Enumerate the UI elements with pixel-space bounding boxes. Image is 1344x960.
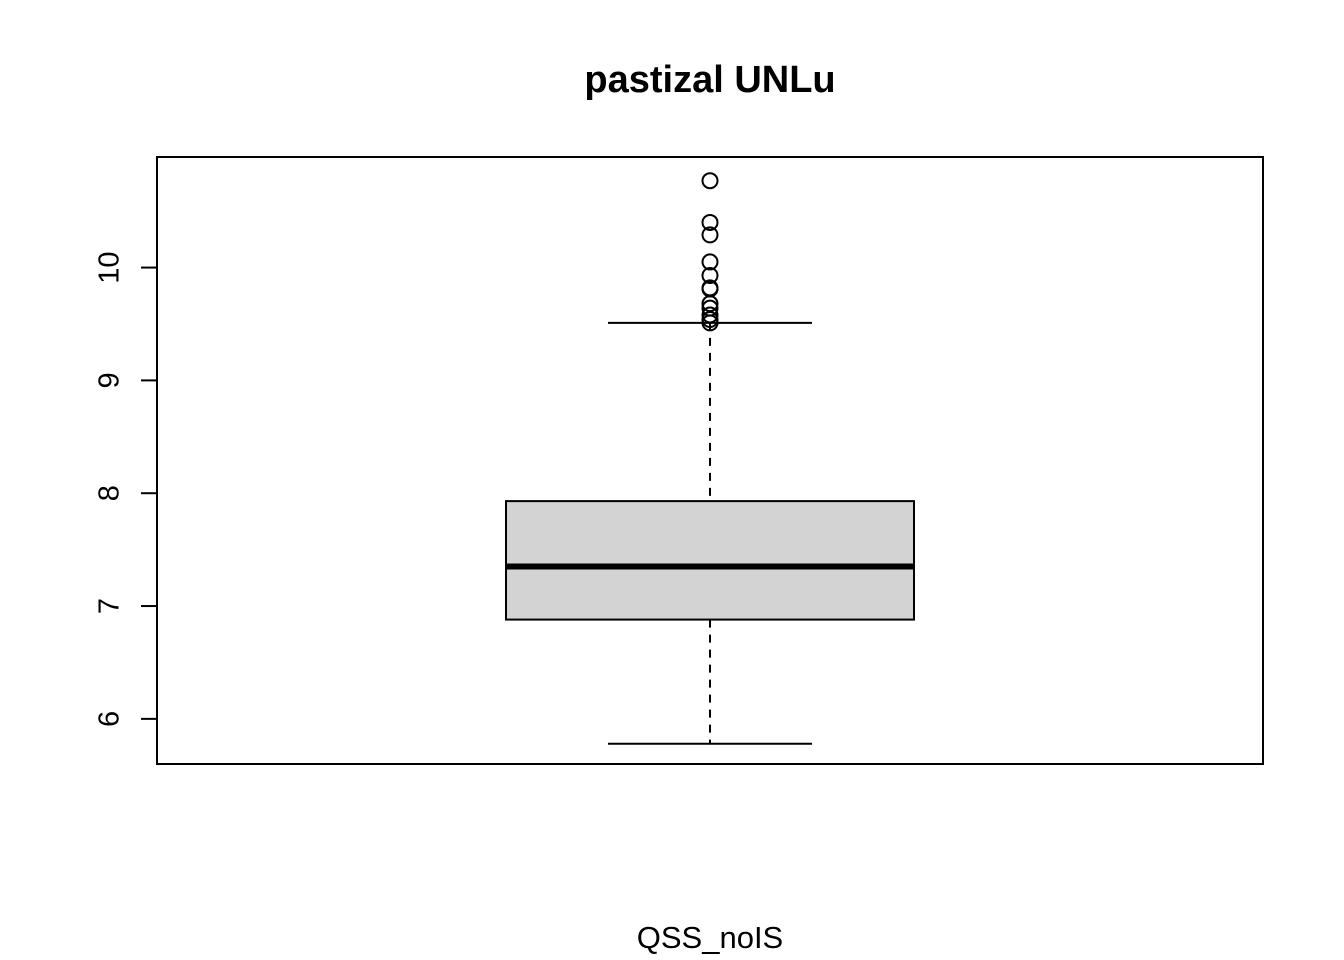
plot-frame	[156, 156, 1264, 765]
outlier-point	[701, 253, 719, 271]
y-tick-label: 8	[94, 485, 126, 501]
chart-title: pastizal UNLu	[584, 59, 835, 101]
outlier-point	[701, 279, 719, 297]
box-series	[505, 172, 915, 745]
y-tick-label: 7	[94, 598, 126, 614]
interquartile-box	[505, 500, 915, 621]
outlier-point	[701, 172, 719, 190]
y-tick-label: 10	[94, 251, 126, 283]
outlier-point	[701, 226, 719, 244]
x-axis-label: QSS_noIS	[637, 920, 783, 955]
y-tick-label: 6	[94, 711, 126, 727]
outlier-point	[701, 266, 719, 284]
outlier-point	[701, 299, 719, 317]
outlier-point	[701, 213, 719, 231]
y-axis: 6 7 8 9 10	[94, 251, 157, 727]
y-tick-label: 9	[94, 372, 126, 388]
outlier-point	[701, 306, 719, 324]
